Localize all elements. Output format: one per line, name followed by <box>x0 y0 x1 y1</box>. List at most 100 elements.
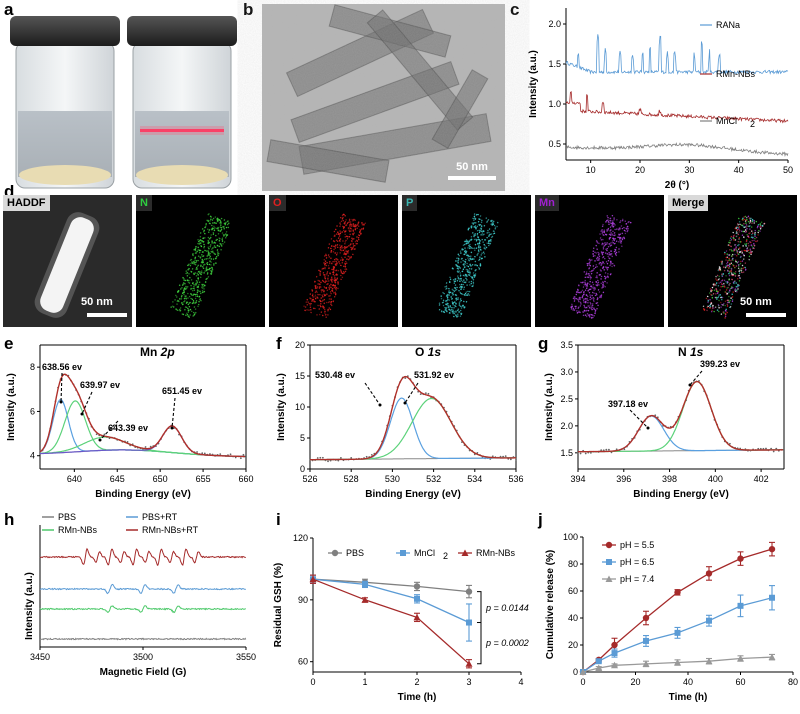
eds-tile-label: HADDF <box>3 195 50 211</box>
peak-annotation: 643.39 ev <box>108 423 148 433</box>
legend-subscript: 2 <box>750 119 755 129</box>
series-line <box>312 578 470 593</box>
raw-data-point <box>589 451 592 454</box>
x-tick-label: 660 <box>238 474 253 484</box>
raw-data-point <box>515 458 517 461</box>
eds-tile-label: P <box>402 195 418 211</box>
data-point <box>606 559 612 565</box>
x-tick-label: 1 <box>362 677 367 687</box>
y-tick-label: 80 <box>568 559 578 569</box>
data-point <box>737 555 744 562</box>
x-tick-label: 50 <box>783 165 793 175</box>
data-point <box>331 549 339 557</box>
x-axis-label: 2θ (°) <box>665 180 689 191</box>
data-point <box>400 550 406 556</box>
raw-data-point <box>424 392 427 395</box>
y-tick-label: 0 <box>300 464 305 474</box>
eds-tile-label: N <box>136 195 152 211</box>
eds-mapping-row: HADDF 50 nm N O P Mn Merge 50 nm <box>0 195 800 327</box>
annotation-arrow <box>689 370 703 386</box>
raw-data-point <box>765 447 767 450</box>
raw-data-point <box>419 393 422 396</box>
eds-tile-4: Mn <box>535 195 664 327</box>
y-tick-label: 1.0 <box>548 99 561 109</box>
panel-label-j: j <box>538 510 543 529</box>
x-tick-label: 398 <box>662 474 677 484</box>
tem-scale-label: 50 nm <box>456 161 488 173</box>
tem-scale-bar <box>448 176 496 180</box>
raw-data-point <box>502 455 505 458</box>
x-tick-label: 10 <box>586 165 596 175</box>
annotation-arrow <box>404 382 419 404</box>
y-tick-label: 10 <box>295 402 305 412</box>
raw-data-point <box>608 448 610 451</box>
y-tick-label: 100 <box>563 532 578 542</box>
y-axis-label: Cumulative release (%) <box>545 550 556 660</box>
x-tick-label: 394 <box>570 474 585 484</box>
x-tick-label: 536 <box>508 474 523 484</box>
p-value-label: p = 0.0002 <box>485 638 529 648</box>
data-point <box>737 602 744 609</box>
data-point <box>309 575 317 583</box>
y-tick-label: 3.5 <box>560 340 573 350</box>
x-tick-label: 528 <box>344 474 359 484</box>
raw-data-point <box>602 449 605 452</box>
x-tick-label: 3 <box>466 677 471 687</box>
annotation-arrow <box>629 409 649 429</box>
y-tick-label: 0 <box>573 667 578 677</box>
x-tick-label: 526 <box>302 474 317 484</box>
y-axis-label: Intensity (a.u.) <box>544 373 555 441</box>
raw-data-point <box>491 455 494 458</box>
y-tick-label: 15 <box>295 371 305 381</box>
raw-data-point <box>316 457 319 459</box>
x-tick-label: 40 <box>734 165 744 175</box>
raw-data-point <box>229 453 232 456</box>
peak-annotation: 531.92 ev <box>414 370 454 380</box>
data-point <box>362 581 368 588</box>
y-tick-label: 8 <box>30 362 35 372</box>
x-axis-label: Time (h) <box>669 692 708 703</box>
y-tick-label: 60 <box>568 586 578 596</box>
raw-data-point <box>321 456 324 459</box>
xrd-series-line <box>565 142 789 157</box>
data-point <box>595 664 603 671</box>
legend-label: RMn-NBs <box>716 69 756 79</box>
legend-label: pH = 7.4 <box>620 574 654 584</box>
data-point <box>595 658 602 665</box>
esr-series-line <box>39 637 247 641</box>
x-tick-label: 0 <box>580 677 585 687</box>
x-tick-label: 4 <box>518 677 523 687</box>
data-point <box>768 653 776 661</box>
legend-label: MnCl <box>716 116 737 126</box>
y-tick-label: 4 <box>30 451 35 461</box>
x-axis-label: Binding Energy (eV) <box>365 489 461 500</box>
y-tick-label: 20 <box>295 340 305 350</box>
legend-label: pH = 6.5 <box>620 557 654 567</box>
envelope-fit <box>39 373 246 458</box>
envelope-fit <box>310 375 516 461</box>
x-tick-label: 645 <box>110 474 125 484</box>
raw-data-point <box>427 392 430 395</box>
raw-data-point <box>234 456 237 459</box>
x-tick-label: 3550 <box>236 652 256 662</box>
legend-label: MnCl <box>414 548 435 558</box>
y-axis-label: Residual GSH (%) <box>273 563 284 647</box>
data-point <box>611 661 618 669</box>
raw-data-point <box>144 446 147 448</box>
data-point <box>605 575 613 582</box>
data-point <box>461 549 469 556</box>
data-point <box>642 614 650 622</box>
esr-series-line <box>39 583 247 595</box>
legend-label: RANa <box>716 20 740 30</box>
y-tick-label: 5 <box>300 433 305 443</box>
raw-data-point <box>499 455 502 458</box>
x-tick-label: 402 <box>754 474 769 484</box>
raw-data-point <box>762 447 765 450</box>
data-point <box>674 659 681 666</box>
esr-series-line <box>39 605 246 614</box>
data-point <box>413 613 421 621</box>
